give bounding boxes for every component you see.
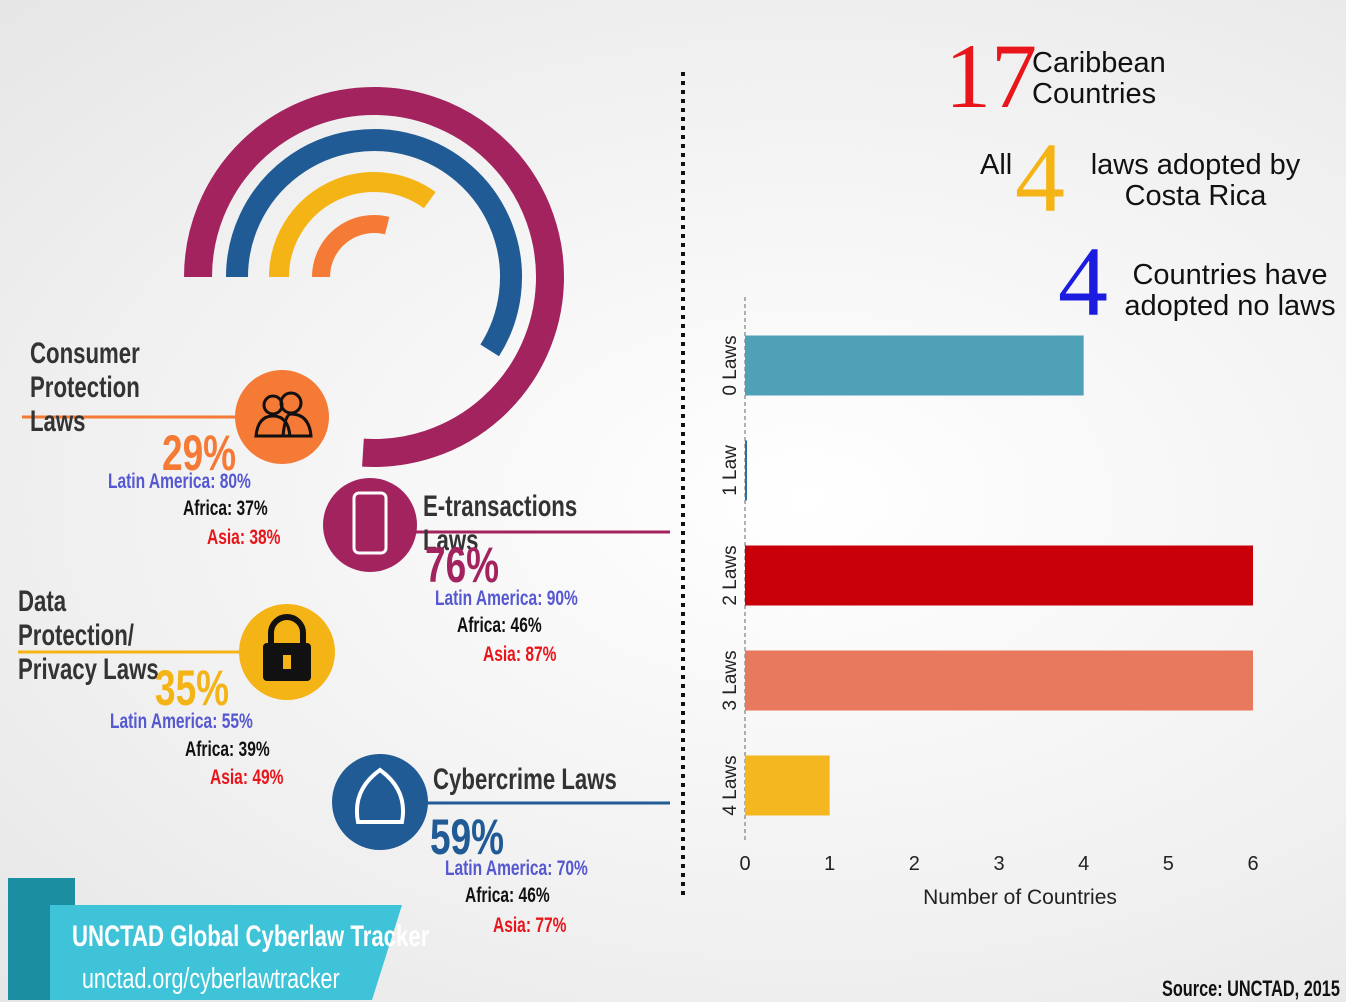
region-name: Latin America: — [445, 857, 553, 880]
stat-all-prefix: All — [980, 149, 1013, 181]
phone-glyph — [352, 491, 388, 555]
region-name: Asia: — [210, 766, 249, 789]
x-tick-label: 5 — [1163, 853, 1174, 875]
region-name: Latin America: — [435, 587, 543, 610]
radial-arc — [269, 172, 436, 278]
banner-front — [50, 905, 402, 1000]
y-tick-label: 4 Laws — [720, 755, 741, 815]
etrans-icon — [323, 478, 417, 572]
radial-arc — [312, 215, 390, 278]
lock-hole — [283, 655, 291, 669]
region-row: Africa: 46% — [465, 884, 550, 908]
x-tick-label: 1 — [824, 853, 835, 875]
law-percent: 35% — [155, 660, 230, 716]
radial-arc — [184, 87, 564, 467]
brand: UNCTAD Global Cyberlaw Tracker — [72, 920, 430, 953]
x-tick-label: 4 — [1078, 853, 1089, 875]
region-value: 70% — [556, 857, 588, 880]
cyber-icon — [332, 754, 428, 850]
shield-glyph — [355, 767, 405, 824]
region-row: Latin America: 80% — [108, 470, 251, 494]
region-value: 46% — [510, 614, 542, 637]
region-row: Asia: 49% — [210, 766, 283, 790]
region-row: Africa: 37% — [183, 497, 268, 521]
region-name: Africa: — [183, 497, 233, 520]
region-row: Asia: 77% — [493, 914, 566, 938]
y-tick-label: 0 Laws — [720, 335, 741, 395]
region-value: 90% — [546, 587, 578, 610]
footer-banner — [8, 878, 402, 1000]
region-row: Latin America: 70% — [445, 857, 588, 881]
region-row: Asia: 38% — [207, 526, 280, 550]
region-value: 55% — [221, 710, 253, 733]
brand-url: unctad.org/cyberlawtracker — [82, 963, 340, 995]
law-title: Data Protection/ Privacy Laws — [18, 585, 159, 686]
region-name: Asia: — [207, 526, 246, 549]
people-glyph — [254, 391, 313, 438]
y-tick-label: 2 Laws — [720, 545, 741, 605]
x-tick-label: 6 — [1247, 853, 1258, 875]
x-tick-label: 2 — [909, 853, 920, 875]
y-tick-label: 1 Law — [720, 445, 741, 496]
bar — [745, 650, 1253, 711]
y-tick-label: 3 Laws — [720, 650, 741, 710]
region-value: 37% — [236, 497, 268, 520]
icons — [235, 370, 428, 850]
region-value: 49% — [252, 766, 284, 789]
x-axis-label: Number of Countries — [923, 886, 1117, 909]
region-value: 46% — [518, 884, 550, 907]
radial-arc — [226, 129, 522, 357]
region-row: Latin America: 90% — [435, 587, 578, 611]
region-value: 80% — [219, 470, 251, 493]
bar — [745, 335, 1084, 396]
x-tick-label: 0 — [739, 853, 750, 875]
region-name: Asia: — [493, 914, 532, 937]
region-row: Latin America: 55% — [110, 710, 253, 734]
source: Source: UNCTAD, 2015 — [1162, 976, 1340, 1001]
region-name: Asia: — [483, 643, 522, 666]
stat-none-count: 4 — [1058, 226, 1108, 337]
region-name: Africa: — [457, 614, 507, 637]
x-tick-label: 3 — [993, 853, 1004, 875]
law-percent: 59% — [430, 809, 505, 865]
stat-count: 17 — [945, 25, 1037, 127]
stat-none-label: Countries have adopted no laws — [1124, 259, 1336, 322]
region-row: Africa: 46% — [457, 614, 542, 638]
region-row: Africa: 39% — [185, 738, 270, 762]
law-title: E-transactions Laws — [423, 490, 578, 557]
region-name: Africa: — [185, 738, 235, 761]
lock-shackle — [268, 614, 306, 645]
law-percent: 76% — [425, 537, 500, 593]
bar — [745, 545, 1253, 606]
bar — [745, 440, 747, 501]
bar — [745, 755, 830, 816]
stat-all-count: 4 — [1015, 122, 1065, 233]
region-name: Latin America: — [110, 710, 218, 733]
stat-all-label: laws adopted by Costa Rica — [1090, 149, 1301, 212]
region-value: 38% — [249, 526, 281, 549]
region-value: 77% — [535, 914, 567, 937]
law-title: Consumer Protection Laws — [30, 337, 140, 438]
region-row: Asia: 87% — [483, 643, 556, 667]
law-percent: 29% — [162, 425, 237, 481]
region-value: 39% — [238, 738, 270, 761]
region-name: Africa: — [465, 884, 515, 907]
region-name: Latin America: — [108, 470, 216, 493]
law-title: Cybercrime Laws — [433, 763, 617, 796]
stat-count-label: Caribbean Countries — [1032, 47, 1166, 110]
region-value: 87% — [525, 643, 557, 666]
